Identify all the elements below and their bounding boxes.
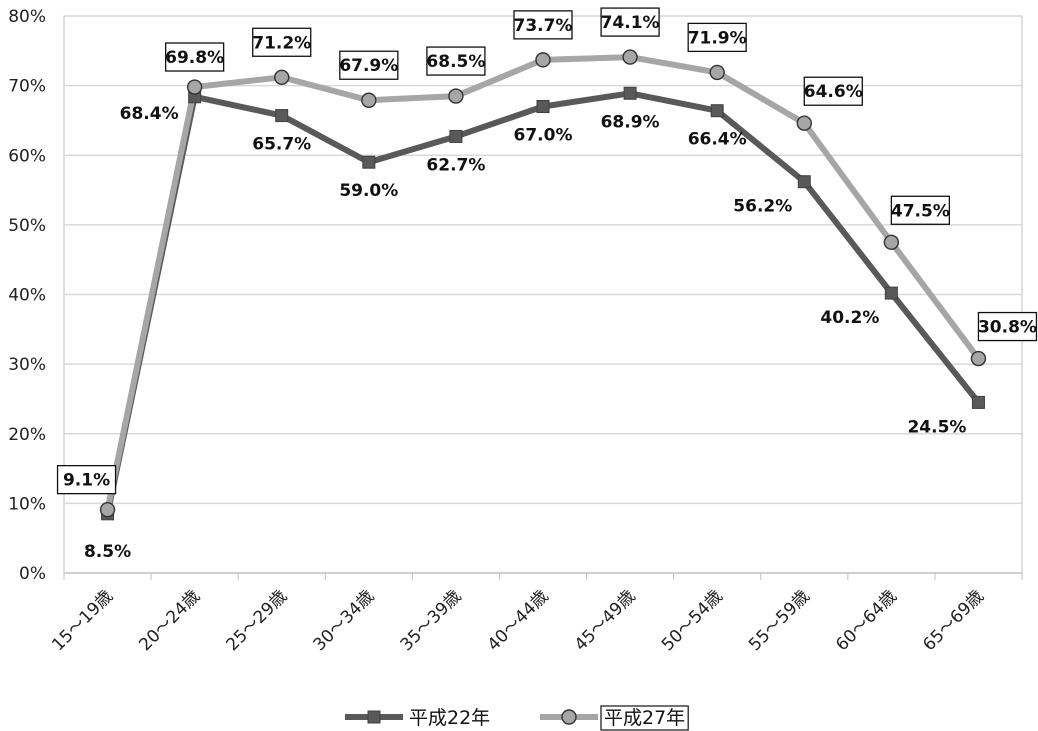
x-tick-label: 35～39歳 bbox=[397, 586, 466, 655]
data-label: 66.4% bbox=[688, 130, 747, 150]
data-label: 56.2% bbox=[733, 197, 792, 217]
x-tick-label: 45～49歳 bbox=[571, 586, 640, 655]
data-label: 64.6% bbox=[804, 82, 863, 102]
data-label-box bbox=[687, 22, 747, 53]
series-line bbox=[104, 90, 981, 515]
y-tick-label: 50% bbox=[8, 216, 46, 236]
data-point-circle bbox=[709, 64, 725, 81]
x-axis-ticks: 15～19歳 20～24歳 25～29歳 30～34歳 35～39歳 40～44歳 45～4… bbox=[48, 586, 988, 655]
data-point-square bbox=[536, 100, 550, 114]
data-point-square bbox=[362, 155, 376, 169]
data-label-box bbox=[426, 46, 486, 76]
x-tick-label: 40～44歳 bbox=[484, 586, 553, 655]
data-label-box bbox=[252, 27, 312, 57]
data-label-box bbox=[600, 7, 660, 37]
y-tick-label: 70% bbox=[8, 77, 46, 97]
data-label: 59.0% bbox=[339, 181, 398, 201]
data-point-circle bbox=[796, 115, 812, 131]
data-label-box bbox=[513, 10, 573, 40]
data-point-square bbox=[623, 86, 637, 100]
x-tick-label: 50～54歳 bbox=[658, 586, 727, 655]
gridlines bbox=[63, 84, 1023, 580]
data-label: 62.7% bbox=[426, 155, 485, 175]
x-tick-label: 20～24歳 bbox=[135, 586, 204, 655]
data-label: 71.9% bbox=[688, 28, 747, 48]
legend-marker-circle bbox=[561, 709, 577, 725]
data-label-box bbox=[164, 42, 225, 72]
data-label-box bbox=[56, 464, 117, 495]
y-axis-ticks: 0% 10% 20% 30% 40% 50% 60% 70% 80% bbox=[8, 7, 46, 584]
data-label: 67.0% bbox=[514, 126, 573, 146]
data-label: 68.5% bbox=[426, 52, 485, 72]
data-label: 8.5% bbox=[84, 542, 131, 562]
series-layer bbox=[99, 49, 987, 521]
data-labels-layer: 8.5% 68.4% 65.7% 59.0% 62.7% 67.0% 68.9% 66.4% 5… bbox=[56, 7, 1038, 562]
data-point-circle bbox=[622, 49, 638, 65]
y-tick-label: 30% bbox=[8, 355, 46, 375]
data-label: 69.8% bbox=[165, 48, 224, 68]
data-label: 68.9% bbox=[601, 112, 660, 132]
data-label: 65.7% bbox=[252, 135, 311, 155]
legend-label: 平成22年 bbox=[409, 707, 490, 729]
legend-label: 平成27年 bbox=[604, 707, 685, 729]
data-point-square bbox=[797, 175, 811, 189]
data-label: 74.1% bbox=[601, 13, 660, 33]
data-label: 9.1% bbox=[63, 471, 110, 491]
y-tick-label: 0% bbox=[19, 564, 46, 584]
data-point-square bbox=[449, 129, 463, 143]
y-tick-label: 60% bbox=[8, 146, 46, 166]
data-point-circle bbox=[361, 92, 377, 108]
data-point-square bbox=[710, 104, 724, 118]
legend: 平成22年 平成27年 bbox=[345, 705, 689, 731]
data-label-box bbox=[803, 76, 863, 106]
data-point-circle bbox=[448, 88, 464, 104]
data-label: 71.2% bbox=[252, 33, 311, 53]
x-tick-label: 55～59歳 bbox=[745, 586, 814, 655]
data-point-circle bbox=[99, 501, 116, 518]
x-tick-label: 30～34歳 bbox=[310, 586, 379, 655]
x-tick-label: 60～64歳 bbox=[832, 586, 901, 655]
data-label-box bbox=[890, 195, 951, 225]
data-point-circle bbox=[274, 69, 290, 85]
y-tick-label: 40% bbox=[8, 286, 46, 306]
data-point-circle bbox=[883, 234, 900, 250]
data-label: 40.2% bbox=[820, 308, 879, 328]
legend-label-box bbox=[600, 705, 689, 731]
data-point-circle bbox=[186, 79, 203, 95]
x-tick-label: 65～69歳 bbox=[919, 586, 988, 655]
data-label: 68.4% bbox=[120, 104, 179, 124]
y-tick-label: 80% bbox=[8, 7, 46, 27]
data-label: 67.9% bbox=[339, 56, 398, 76]
legend-marker-square bbox=[367, 710, 381, 724]
data-point-circle bbox=[535, 52, 551, 68]
data-label: 24.5% bbox=[907, 417, 966, 437]
x-tick-label: 15～19歳 bbox=[48, 586, 117, 655]
y-tick-label: 10% bbox=[8, 494, 46, 514]
data-point-square bbox=[971, 395, 985, 409]
data-label: 30.8% bbox=[978, 318, 1037, 338]
x-tick-label: 25～29歳 bbox=[222, 586, 291, 655]
data-label-box bbox=[339, 50, 399, 80]
data-point-square bbox=[884, 286, 898, 300]
data-label: 73.7% bbox=[514, 16, 573, 36]
data-label: 47.5% bbox=[891, 201, 950, 221]
data-point-square bbox=[275, 109, 289, 123]
y-tick-label: 20% bbox=[8, 425, 46, 445]
data-point-circle bbox=[970, 350, 987, 367]
data-label-box bbox=[977, 311, 1038, 342]
